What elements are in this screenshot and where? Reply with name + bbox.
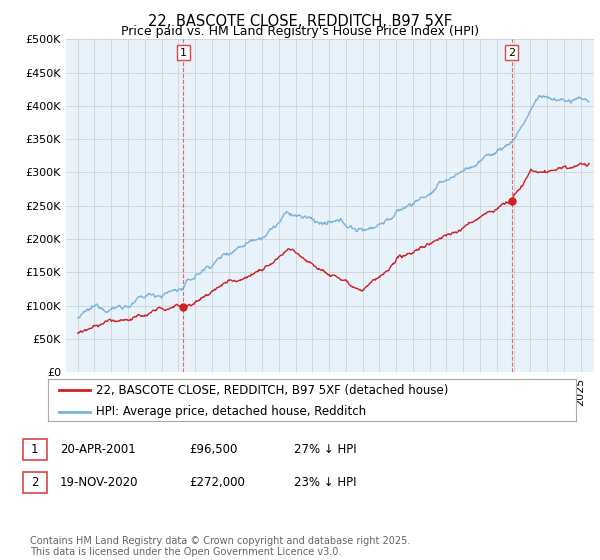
- Text: 19-NOV-2020: 19-NOV-2020: [60, 476, 139, 489]
- Text: Price paid vs. HM Land Registry's House Price Index (HPI): Price paid vs. HM Land Registry's House …: [121, 25, 479, 38]
- Text: 1: 1: [31, 443, 38, 456]
- Text: £96,500: £96,500: [189, 443, 238, 456]
- Text: £272,000: £272,000: [189, 476, 245, 489]
- Text: 2: 2: [508, 48, 515, 58]
- Text: Contains HM Land Registry data © Crown copyright and database right 2025.
This d: Contains HM Land Registry data © Crown c…: [30, 535, 410, 557]
- Text: HPI: Average price, detached house, Redditch: HPI: Average price, detached house, Redd…: [95, 405, 365, 418]
- Text: 1: 1: [180, 48, 187, 58]
- Text: 22, BASCOTE CLOSE, REDDITCH, B97 5XF (detached house): 22, BASCOTE CLOSE, REDDITCH, B97 5XF (de…: [95, 384, 448, 397]
- Text: 20-APR-2001: 20-APR-2001: [60, 443, 136, 456]
- Text: 22, BASCOTE CLOSE, REDDITCH, B97 5XF: 22, BASCOTE CLOSE, REDDITCH, B97 5XF: [148, 14, 452, 29]
- Text: 2: 2: [31, 476, 38, 489]
- Text: 23% ↓ HPI: 23% ↓ HPI: [294, 476, 356, 489]
- Text: 27% ↓ HPI: 27% ↓ HPI: [294, 443, 356, 456]
